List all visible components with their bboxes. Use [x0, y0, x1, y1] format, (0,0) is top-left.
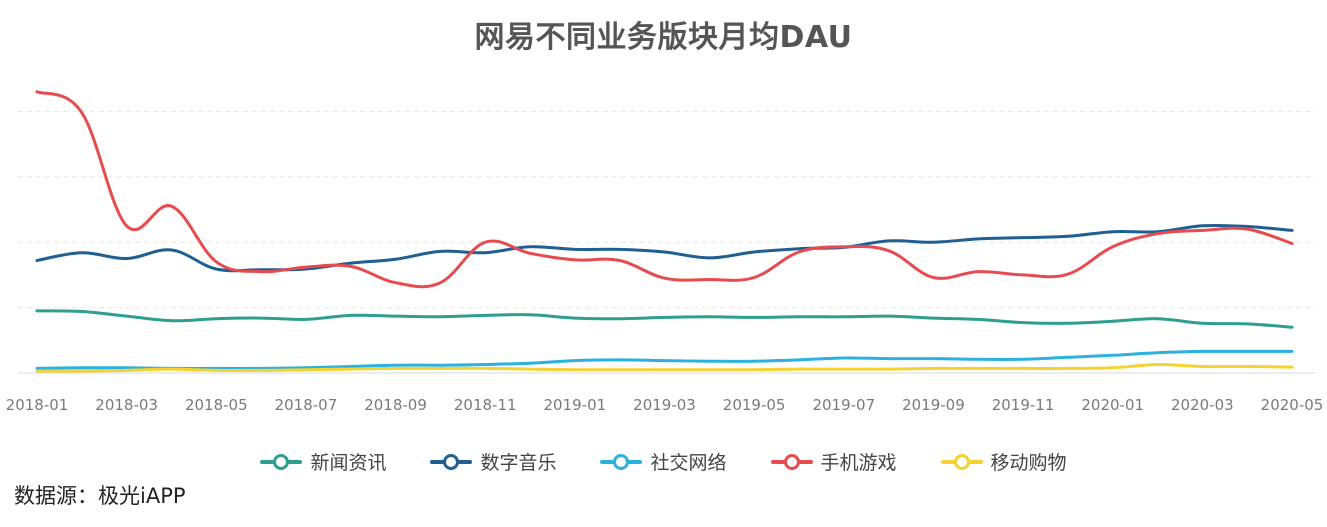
legend-label: 新闻资讯: [310, 452, 387, 474]
series-line-4[interactable]: [35, 90, 1294, 289]
x-tick-label: 2019-03: [633, 396, 696, 414]
gridlines: [18, 110, 1315, 309]
x-tick-label: 2020-05: [1261, 396, 1324, 414]
legend-marker-icon: [430, 451, 473, 473]
legend-item-5[interactable]: 移动购物: [940, 448, 1067, 475]
x-tick-label: 2020-03: [1171, 396, 1234, 414]
line-chart: 2018-01 2018-03 2018-05 2018-07 2018-09 2018-…: [6, 90, 1324, 414]
x-tick-label: 2019-11: [992, 396, 1055, 414]
x-tick-label: 2018-11: [454, 396, 517, 414]
legend-label: 社交网络: [650, 452, 727, 474]
series-line-1[interactable]: [35, 309, 1294, 329]
legend-marker-icon: [770, 451, 813, 473]
series-line-2[interactable]: [35, 223, 1294, 273]
chart-title: 网易不同业务版块月均DAU: [474, 20, 853, 55]
x-tick-label: 2018-07: [275, 396, 338, 414]
x-tick-label: 2018-03: [95, 396, 158, 414]
x-tick-label: 2018-05: [185, 396, 248, 414]
legend-marker-icon: [260, 451, 303, 473]
series-line-3[interactable]: [35, 349, 1294, 370]
legend-item-3[interactable]: 社交网络: [600, 448, 727, 475]
x-tick-label: 2019-05: [723, 396, 786, 414]
x-tick-label: 2018-01: [6, 396, 69, 414]
legend-item-4[interactable]: 手机游戏: [770, 448, 897, 475]
legend-marker-icon: [940, 451, 983, 473]
x-tick-label: 2019-07: [812, 396, 875, 414]
legend-label: 手机游戏: [820, 452, 897, 474]
x-tick-label: 2018-09: [364, 396, 427, 414]
source-note: 数据源：极光iAPP: [14, 484, 186, 508]
x-tick-label: 2020-01: [1081, 396, 1144, 414]
legend-label: 移动购物: [990, 452, 1067, 474]
legend-item-2[interactable]: 数字音乐: [430, 448, 556, 475]
legend-item-1[interactable]: 新闻资讯: [260, 448, 386, 475]
series-line-5[interactable]: [35, 362, 1294, 373]
legend-label: 数字音乐: [480, 452, 557, 474]
legend-marker-icon: [600, 451, 643, 473]
x-tick-label: 2019-01: [544, 396, 607, 414]
x-tick-label: 2019-09: [902, 396, 965, 414]
series-lines: [35, 90, 1294, 373]
legend: 新闻资讯 数字音乐 社交网络 手机游戏 移动购物: [0, 448, 1327, 475]
x-axis: 2018-01 2018-03 2018-05 2018-07 2018-09 2018-…: [6, 372, 1324, 414]
